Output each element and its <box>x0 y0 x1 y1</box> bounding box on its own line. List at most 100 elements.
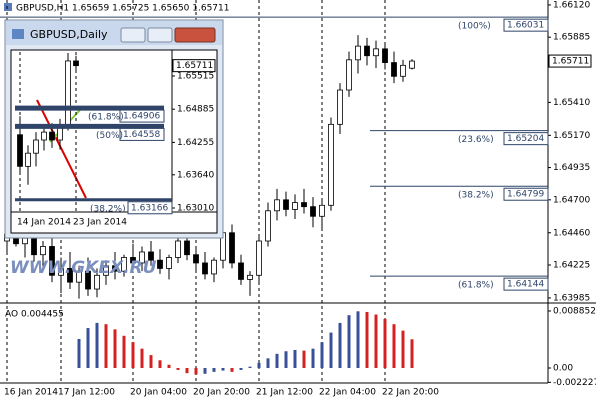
inset-title[interactable]: GBPUSD,Daily <box>30 28 108 41</box>
candle-body <box>31 237 37 256</box>
ao-bar <box>401 330 405 368</box>
last-price-box <box>172 59 216 73</box>
ao-bar <box>311 348 315 368</box>
ao-bar <box>347 315 351 368</box>
x-tick-label: 14 Jan 2014 <box>17 218 71 228</box>
y-tick-label: 1.65515 <box>177 71 214 81</box>
ao-bar <box>212 367 216 372</box>
candle-body <box>337 89 343 125</box>
y-tick-label: 0.00 <box>553 363 573 373</box>
ao-bar <box>374 314 378 368</box>
x-tick-label: 22 Jan 20:00 <box>382 388 439 398</box>
ao-bar <box>302 350 306 368</box>
level-label-box <box>127 201 173 215</box>
level-label: 1.64906 <box>123 112 160 122</box>
ao-bar <box>320 342 324 368</box>
chart-header: GBPUSD,H1 1.65659 1.65725 1.65650 1.6571… <box>16 4 229 14</box>
watermark: WWW.GKEX.RU <box>10 258 157 278</box>
ao-bar <box>293 349 297 368</box>
inset-icon <box>12 29 24 39</box>
ao-bar <box>86 328 90 368</box>
level-label-box <box>503 187 549 201</box>
y-tick-label: 1.66120 <box>553 0 590 10</box>
ao-bar <box>248 366 252 368</box>
candle-body <box>211 259 217 275</box>
ao-bar <box>365 311 369 368</box>
ao-bar <box>104 324 108 368</box>
ao-bar <box>257 362 261 368</box>
y-tick-label: 1.64225 <box>553 261 590 271</box>
y-tick-label: 1.64885 <box>177 105 214 115</box>
candle-body <box>73 60 79 67</box>
candle-body <box>112 265 118 272</box>
minimize-button[interactable] <box>120 27 146 43</box>
ao-bar <box>113 329 117 368</box>
fib-label: (100%) <box>458 22 491 32</box>
candle-body <box>328 123 334 206</box>
candle-body <box>175 240 181 258</box>
candle-body <box>202 262 208 275</box>
candle-body <box>41 131 47 141</box>
candle-body <box>292 202 298 210</box>
candle-body <box>65 60 71 128</box>
y-tick-label: 1.65410 <box>553 98 590 108</box>
candle-body <box>103 265 109 276</box>
ao-bar <box>185 367 189 374</box>
candle-body <box>256 240 262 276</box>
candle-body <box>25 152 31 167</box>
level-label: 1.64558 <box>123 130 160 140</box>
ao-bar <box>203 367 207 374</box>
ao-title: AO 0.004455 <box>5 310 64 320</box>
x-tick-label: 17 Jan 12:00 <box>58 388 115 398</box>
ao-bar <box>329 332 333 368</box>
ao-bar <box>95 322 99 368</box>
level-label: 1.63166 <box>131 203 168 213</box>
candle-body <box>67 268 73 283</box>
inset-window: GBPUSD,Daily <box>4 19 224 239</box>
x-tick-label: 23 Jan 2014 <box>73 218 127 228</box>
x-tick-label: 22 Jan 04:00 <box>319 388 376 398</box>
level-label-box <box>119 127 165 141</box>
candle-body <box>409 60 415 69</box>
ao-bar <box>140 348 144 368</box>
candle-body <box>400 64 406 77</box>
candle-body <box>193 254 199 264</box>
level-label-box <box>503 277 549 291</box>
candle-body <box>382 48 388 63</box>
ao-bar <box>122 335 126 368</box>
candle-body <box>49 131 55 141</box>
ao-bar <box>383 319 387 368</box>
y-tick-label: 1.65885 <box>553 33 590 43</box>
ao-bar <box>284 351 288 368</box>
ao-bar <box>131 342 135 368</box>
candle-body <box>355 45 361 61</box>
candle-body <box>391 62 397 77</box>
fib-label: (38.2%) <box>90 204 126 214</box>
restore-button[interactable] <box>147 27 173 43</box>
x-tick-label: 20 Jan 04:00 <box>130 388 187 398</box>
ao-bar <box>230 367 234 372</box>
candle-body <box>157 259 163 269</box>
last-price-label: 1.65711 <box>176 61 213 71</box>
ao-bar <box>275 353 279 368</box>
ao-bar <box>149 355 153 368</box>
level-label: 1.64799 <box>507 190 544 200</box>
candle-body <box>229 232 235 264</box>
candle-body <box>310 206 316 217</box>
fib-label: (50%) <box>96 131 123 141</box>
candle-body <box>184 240 190 256</box>
y-tick-label: 1.63010 <box>177 203 214 213</box>
ao-bar <box>239 367 243 370</box>
candle-body <box>265 210 271 242</box>
inset-chart: 14 Jan 2014 23 Jan 2014 1.65515 1.64885 1.64… <box>15 52 216 228</box>
candle-body <box>58 268 64 276</box>
close-button[interactable] <box>174 27 216 43</box>
fib-label: (38.2%) <box>458 191 494 201</box>
candle-body <box>238 262 244 280</box>
candle-body <box>76 270 82 283</box>
candle-body <box>364 45 370 57</box>
ao-bar <box>194 367 198 375</box>
trend-line <box>36 99 87 199</box>
candle-body <box>319 204 325 217</box>
